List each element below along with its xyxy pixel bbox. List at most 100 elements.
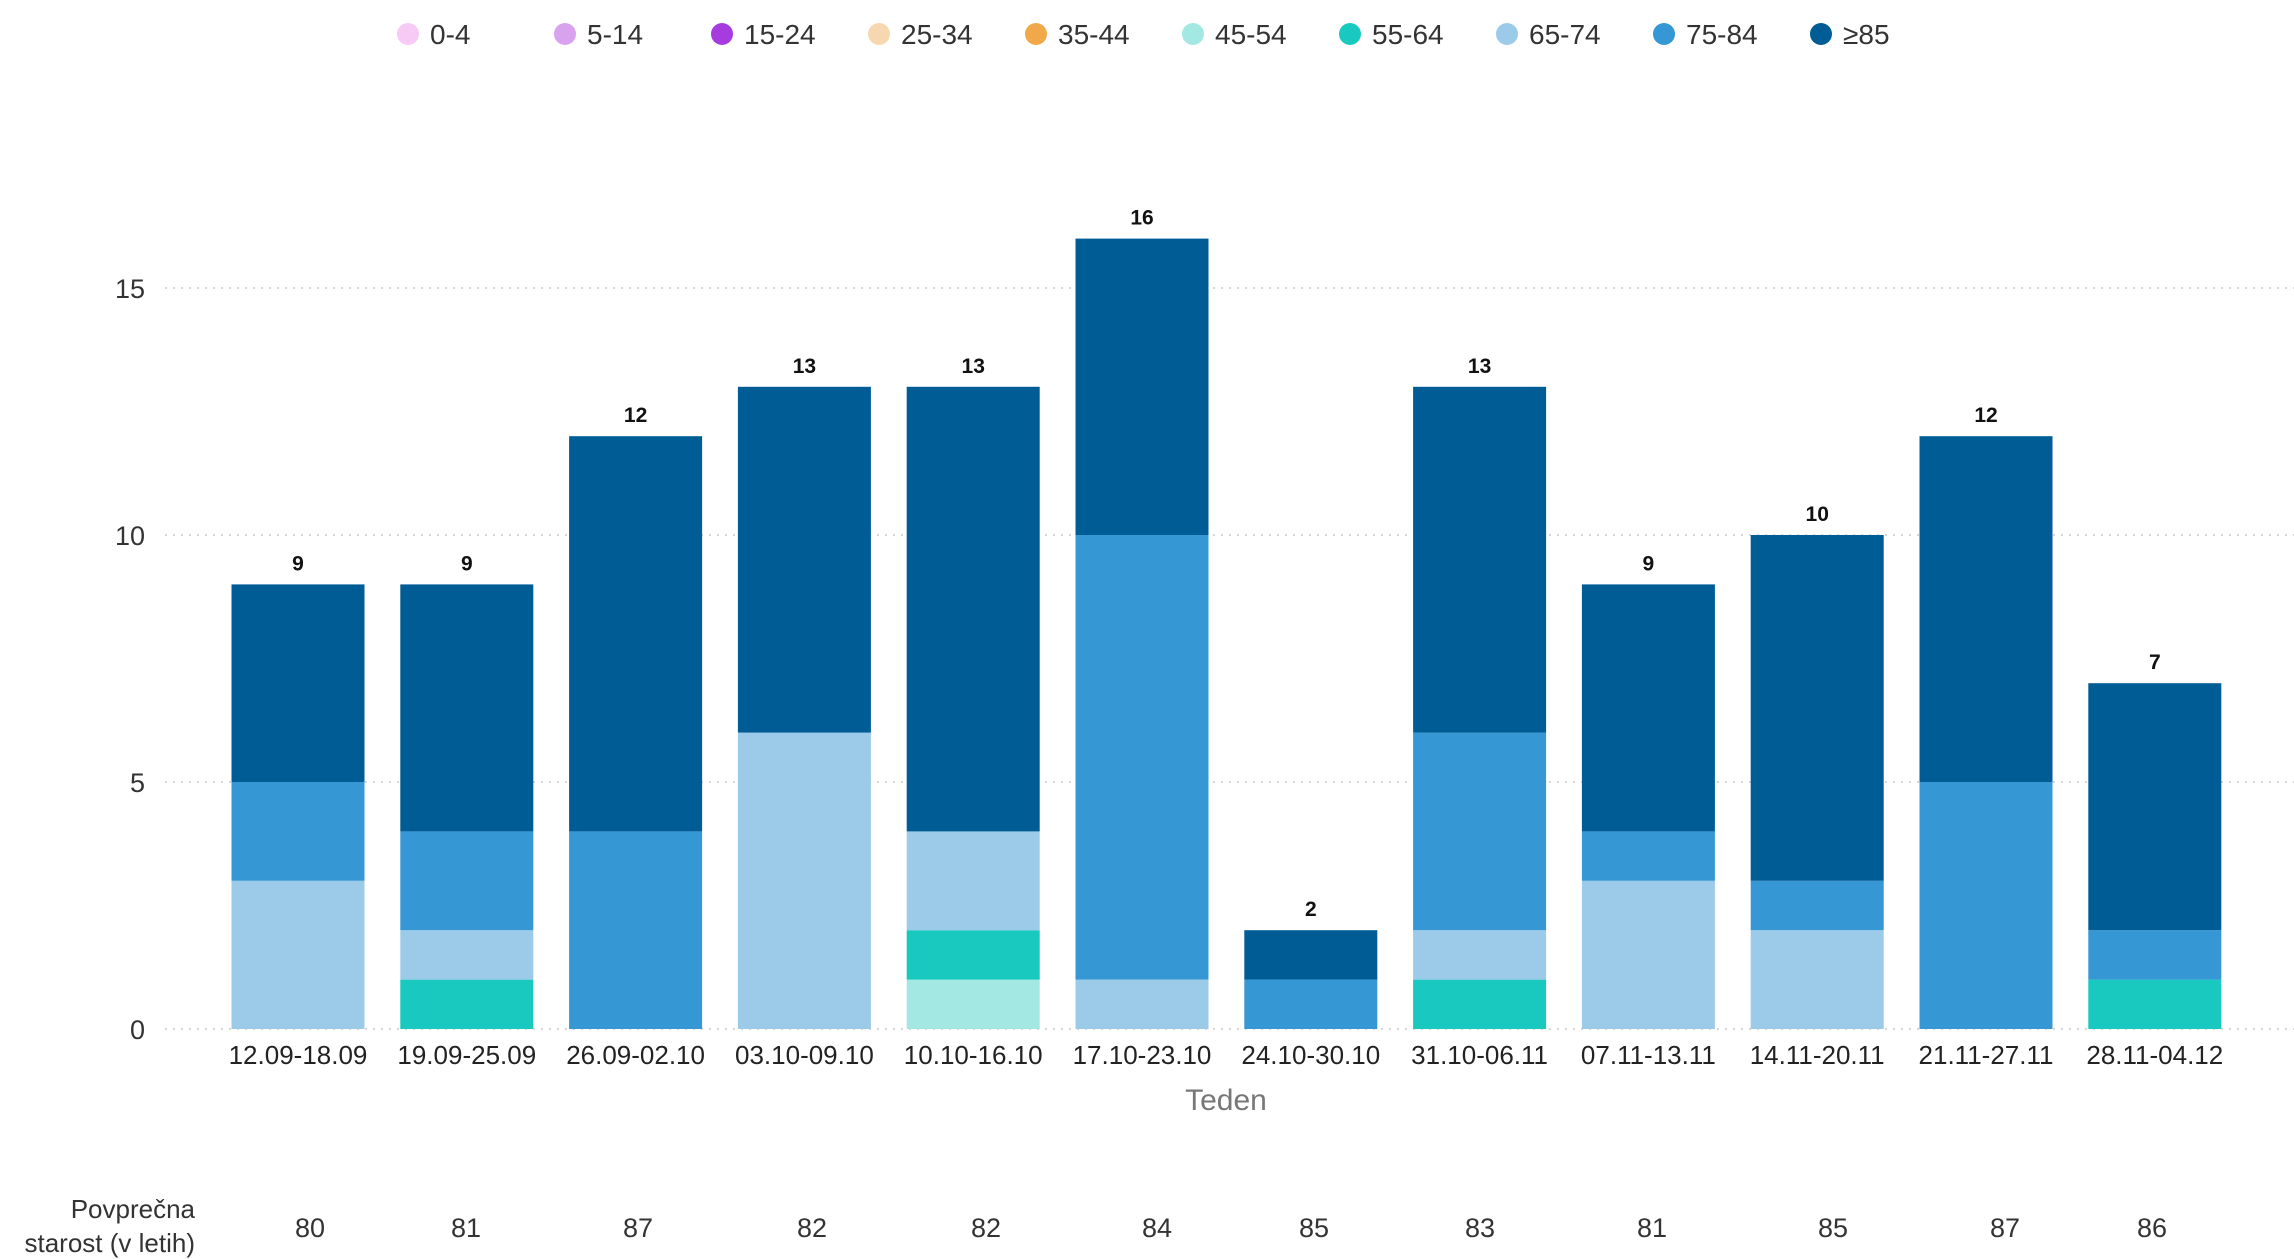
x-tick-label: 19.09-25.09 — [397, 1040, 536, 1070]
x-axis: Teden 12.09-18.09 19.09-25.09 26.09-02.10 0… — [229, 1040, 2224, 1117]
bar-total-label: 12 — [1974, 404, 1997, 427]
x-tick-label: 26.09-02.10 — [566, 1040, 705, 1070]
legend-swatch — [1025, 23, 1047, 45]
bar-segment — [1919, 782, 2053, 1029]
bar-segment — [569, 831, 703, 1029]
legend-swatch — [1653, 23, 1675, 45]
legend-label: 45-54 — [1215, 19, 1287, 50]
bar-segment — [906, 979, 1040, 1029]
bar-total-label: 13 — [793, 355, 816, 378]
legend-swatch — [1496, 23, 1518, 45]
bar-segment — [737, 732, 871, 1029]
bar-segment — [1244, 930, 1378, 980]
bar-segment — [1413, 386, 1547, 733]
bar-segment — [1413, 930, 1547, 980]
legend-label: 0-4 — [430, 19, 470, 50]
average-age-value: 87 — [1990, 1213, 2020, 1243]
bars — [231, 238, 2222, 1029]
legend-label: 15-24 — [744, 19, 816, 50]
bar-segment — [906, 831, 1040, 931]
average-age-value: 86 — [2137, 1213, 2167, 1243]
bar-segment — [400, 584, 534, 832]
legend-swatch — [397, 23, 419, 45]
bar-total-label: 9 — [292, 552, 304, 575]
x-tick-label: 03.10-09.10 — [735, 1040, 874, 1070]
y-axis: 0 5 10 15 — [115, 274, 145, 1045]
legend-swatch — [1339, 23, 1361, 45]
bar-total-label: 13 — [1468, 355, 1491, 378]
legend-label: 75-84 — [1686, 19, 1758, 50]
bar-segment — [737, 386, 871, 733]
bar-total-label: 12 — [624, 404, 647, 427]
bar-total-label: 7 — [2149, 651, 2161, 674]
legend: 0-4 5-14 15-24 25-34 35-44 45-54 55-64 65-74 75-… — [397, 19, 1890, 50]
bar-segment — [400, 930, 534, 980]
average-age-row: Povprečna starost (v letih) 80 81 87 82 82 84… — [25, 1194, 2168, 1258]
y-tick-label: 10 — [115, 521, 145, 551]
y-tick-label: 5 — [130, 768, 145, 798]
bar-segment — [1244, 979, 1378, 1029]
bar-segment — [400, 831, 534, 931]
bar-segment — [1750, 880, 1884, 931]
average-age-value: 85 — [1818, 1213, 1848, 1243]
y-tick-label: 0 — [130, 1015, 145, 1045]
legend-swatch — [1182, 23, 1204, 45]
bar-segment — [1075, 535, 1209, 980]
x-tick-label: 28.11-04.12 — [2086, 1040, 2223, 1070]
average-age-value: 82 — [797, 1213, 827, 1243]
bar-segment — [1750, 535, 1884, 881]
bar-segment — [906, 386, 1040, 832]
x-tick-label: 31.10-06.11 — [1411, 1040, 1548, 1070]
bar-total-label: 13 — [962, 355, 985, 378]
bar-segment — [569, 436, 703, 832]
average-age-value: 80 — [295, 1213, 325, 1243]
average-age-label-line-2: starost (v letih) — [25, 1228, 196, 1258]
bar-segment — [1075, 238, 1209, 535]
average-age-value: 85 — [1299, 1213, 1329, 1243]
bar-segment — [400, 979, 534, 1029]
x-tick-label: 12.09-18.09 — [229, 1040, 368, 1070]
average-age-value: 81 — [1637, 1213, 1667, 1243]
bar-segment — [2088, 930, 2222, 980]
x-tick-label: 24.10-30.10 — [1241, 1040, 1380, 1070]
average-age-value: 82 — [971, 1213, 1001, 1243]
x-tick-label: 17.10-23.10 — [1073, 1040, 1212, 1070]
average-age-value: 81 — [451, 1213, 481, 1243]
legend-label: 55-64 — [1372, 19, 1444, 50]
average-age-value: 83 — [1465, 1213, 1495, 1243]
bar-segment — [1075, 979, 1209, 1029]
bar-segment — [1581, 584, 1715, 832]
average-age-value: 87 — [623, 1213, 653, 1243]
legend-label: 25-34 — [901, 19, 973, 50]
bar-segment — [1413, 732, 1547, 931]
bar-segment — [2088, 683, 2222, 931]
bar-segment — [1581, 831, 1715, 881]
bar-segment — [1750, 930, 1884, 1029]
bar-segment — [1919, 436, 2053, 782]
average-age-label-line-1: Povprečna — [71, 1194, 196, 1224]
legend-swatch — [868, 23, 890, 45]
average-age-value: 84 — [1142, 1213, 1172, 1243]
x-tick-label: 14.11-20.11 — [1750, 1040, 1885, 1070]
bar-total-label: 10 — [1806, 503, 1829, 526]
legend-label: ≥85 — [1843, 19, 1890, 50]
gridlines — [165, 287, 2294, 1030]
x-tick-label: 21.11-27.11 — [1919, 1040, 2054, 1070]
x-axis-title: Teden — [1185, 1084, 1267, 1117]
legend-swatch — [1810, 23, 1832, 45]
bar-totals: 9 9 12 13 13 16 2 13 9 10 12 7 — [292, 207, 2160, 922]
bar-segment — [1413, 979, 1547, 1029]
legend-swatch — [554, 23, 576, 45]
x-tick-label: 10.10-16.10 — [904, 1040, 1043, 1070]
bar-segment — [906, 930, 1040, 980]
x-tick-label: 07.11-13.11 — [1581, 1040, 1716, 1070]
legend-swatch — [711, 23, 733, 45]
bar-total-label: 9 — [1643, 552, 1655, 575]
bar-total-label: 2 — [1305, 898, 1317, 921]
bar-segment — [2088, 979, 2222, 1029]
legend-label: 65-74 — [1529, 19, 1601, 50]
bar-segment — [231, 782, 365, 881]
bar-segment — [231, 880, 365, 1029]
bar-total-label: 9 — [461, 552, 473, 575]
